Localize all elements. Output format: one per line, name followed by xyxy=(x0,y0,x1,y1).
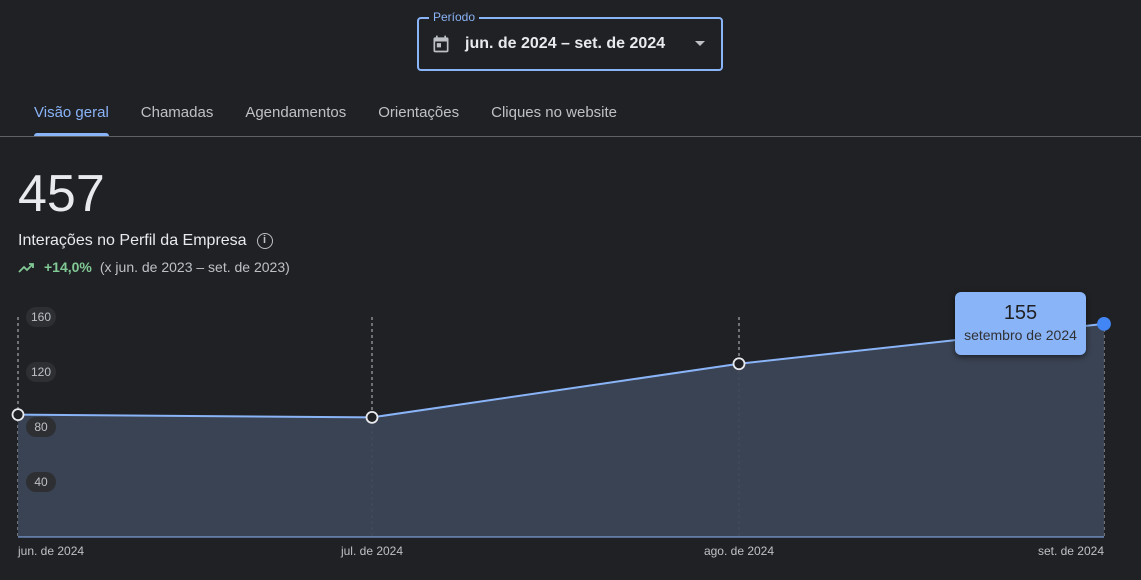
tab-bar: Visão geral Chamadas Agendamentos Orient… xyxy=(18,92,633,136)
y-tick-bg xyxy=(26,417,56,437)
tab-calls[interactable]: Chamadas xyxy=(140,104,214,121)
calendar-icon xyxy=(433,35,449,53)
x-tick-label: jul. de 2024 xyxy=(340,544,403,558)
tab-overview[interactable]: Visão geral xyxy=(18,92,125,136)
x-tick-label: set. de 2024 xyxy=(1038,544,1104,558)
y-tick-label: 80 xyxy=(34,420,48,434)
series-line xyxy=(17,322,1105,419)
trending-up-icon xyxy=(18,263,34,273)
tab-website-clicks[interactable]: Cliques no website xyxy=(491,104,618,121)
metric-label: Interações no Perfil da Empresa xyxy=(18,232,247,249)
x-tick-label: ago. de 2024 xyxy=(704,544,774,558)
y-tick-label: 40 xyxy=(34,475,48,489)
data-point xyxy=(1097,316,1111,331)
data-point xyxy=(365,410,379,424)
data-point xyxy=(11,408,25,422)
tooltip-label: setembro de 2024 xyxy=(964,327,1077,343)
x-tick-label: jun. de 2024 xyxy=(17,544,84,558)
y-tick-bg xyxy=(26,472,56,492)
divider xyxy=(0,136,1141,137)
tooltip-value: 155 xyxy=(1003,302,1038,324)
y-tick-label: 120 xyxy=(31,365,51,379)
period-label: Período xyxy=(429,10,480,24)
y-tick-bg xyxy=(26,307,56,327)
info-icon[interactable]: i xyxy=(256,233,273,249)
period-value: jun. de 2024 – set. de 2024 xyxy=(465,35,666,52)
y-tick-label: 160 xyxy=(31,310,51,324)
tab-directions[interactable]: Orientações xyxy=(378,104,460,121)
chevron-down-icon xyxy=(695,41,705,46)
tab-bookings[interactable]: Agendamentos xyxy=(245,104,347,121)
comparison-period: (x jun. de 2023 – set. de 2023) xyxy=(99,259,290,275)
chart-tooltip: 155 setembro de 2024 xyxy=(955,292,1086,355)
total-interactions: 457 xyxy=(18,165,105,223)
area-fill xyxy=(18,323,1104,537)
period-selector[interactable]: Período jun. de 2024 – set. de 2024 xyxy=(417,10,723,71)
y-tick-bg xyxy=(26,362,56,382)
data-point xyxy=(732,357,746,371)
change-percent: +14,0% xyxy=(44,259,92,275)
